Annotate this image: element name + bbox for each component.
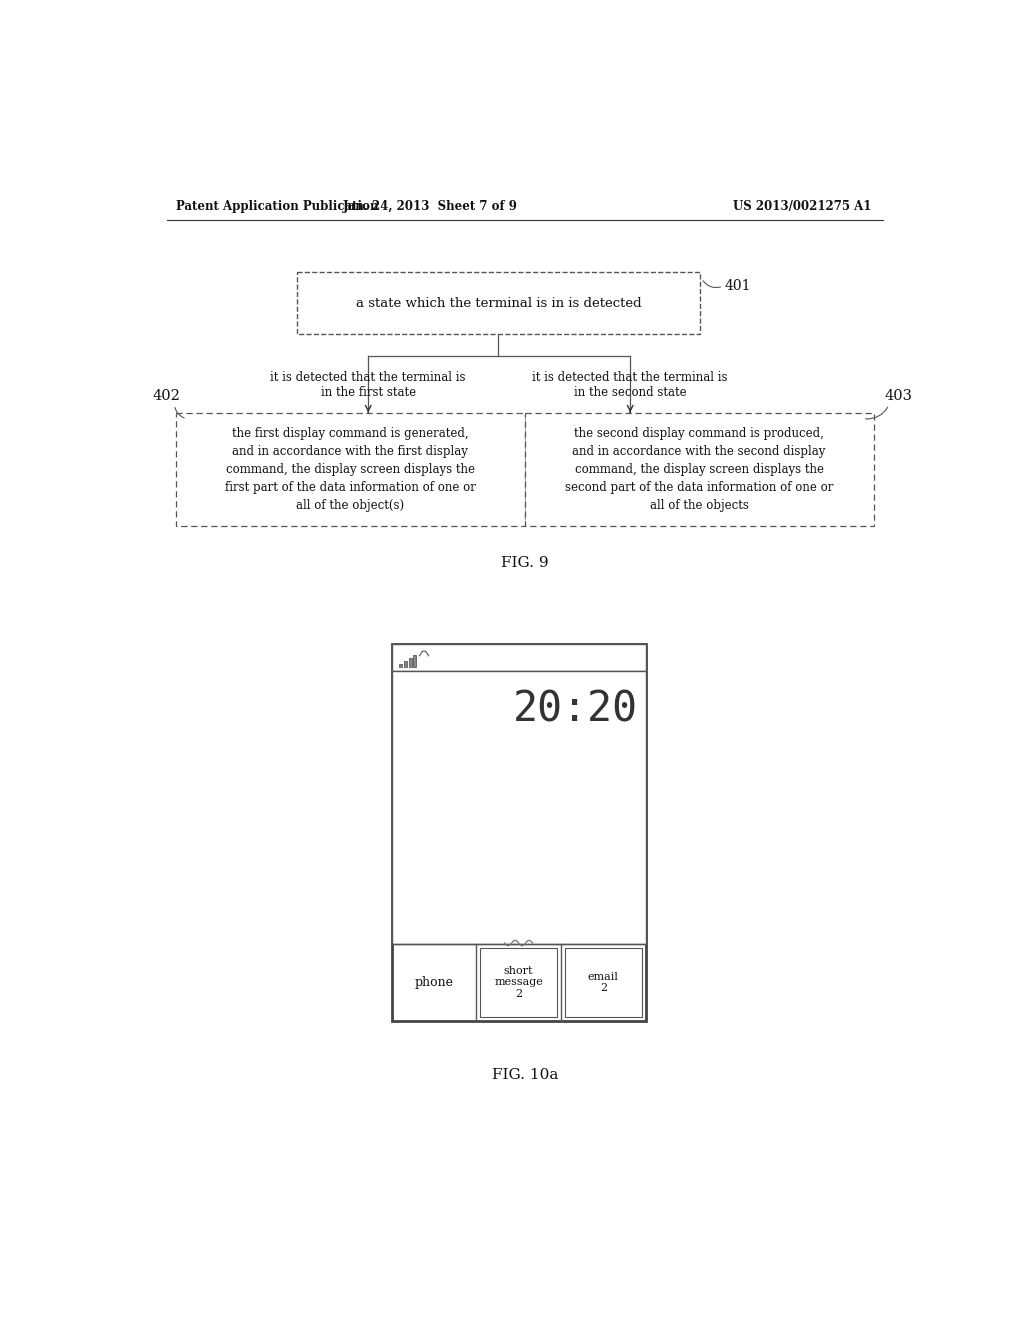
Text: 403: 403 bbox=[885, 389, 912, 404]
Text: the first display command is generated,
and in accordance with the first display: the first display command is generated, … bbox=[225, 426, 476, 512]
Text: phone: phone bbox=[415, 975, 454, 989]
Text: a state which the terminal is in is detected: a state which the terminal is in is dete… bbox=[355, 297, 641, 310]
Text: 401: 401 bbox=[725, 280, 752, 293]
Text: it is detected that the terminal is
in the second state: it is detected that the terminal is in t… bbox=[532, 371, 728, 399]
Bar bbox=[403, 661, 407, 667]
Text: it is detected that the terminal is
in the first state: it is detected that the terminal is in t… bbox=[270, 371, 466, 399]
Bar bbox=[391, 671, 646, 944]
Bar bbox=[176, 412, 524, 527]
Text: 402: 402 bbox=[153, 389, 180, 404]
Text: Jan. 24, 2013  Sheet 7 of 9: Jan. 24, 2013 Sheet 7 of 9 bbox=[343, 199, 518, 213]
Text: US 2013/0021275 A1: US 2013/0021275 A1 bbox=[733, 199, 871, 213]
Text: email
2: email 2 bbox=[588, 972, 618, 993]
Bar bbox=[480, 948, 557, 1016]
Text: 20:20: 20:20 bbox=[513, 689, 638, 731]
Bar bbox=[399, 664, 402, 667]
Bar bbox=[391, 644, 646, 671]
Bar bbox=[409, 659, 412, 667]
Bar bbox=[524, 412, 873, 527]
Text: FIG. 9: FIG. 9 bbox=[501, 556, 549, 570]
Text: FIG. 10a: FIG. 10a bbox=[492, 1068, 558, 1081]
Text: the second display command is produced,
and in accordance with the second displa: the second display command is produced, … bbox=[565, 426, 834, 512]
Bar bbox=[565, 948, 642, 1016]
Bar bbox=[391, 644, 646, 1020]
Text: Patent Application Publication: Patent Application Publication bbox=[176, 199, 379, 213]
Text: short
message
2: short message 2 bbox=[495, 966, 543, 999]
Bar bbox=[297, 272, 700, 334]
Bar bbox=[414, 655, 417, 667]
